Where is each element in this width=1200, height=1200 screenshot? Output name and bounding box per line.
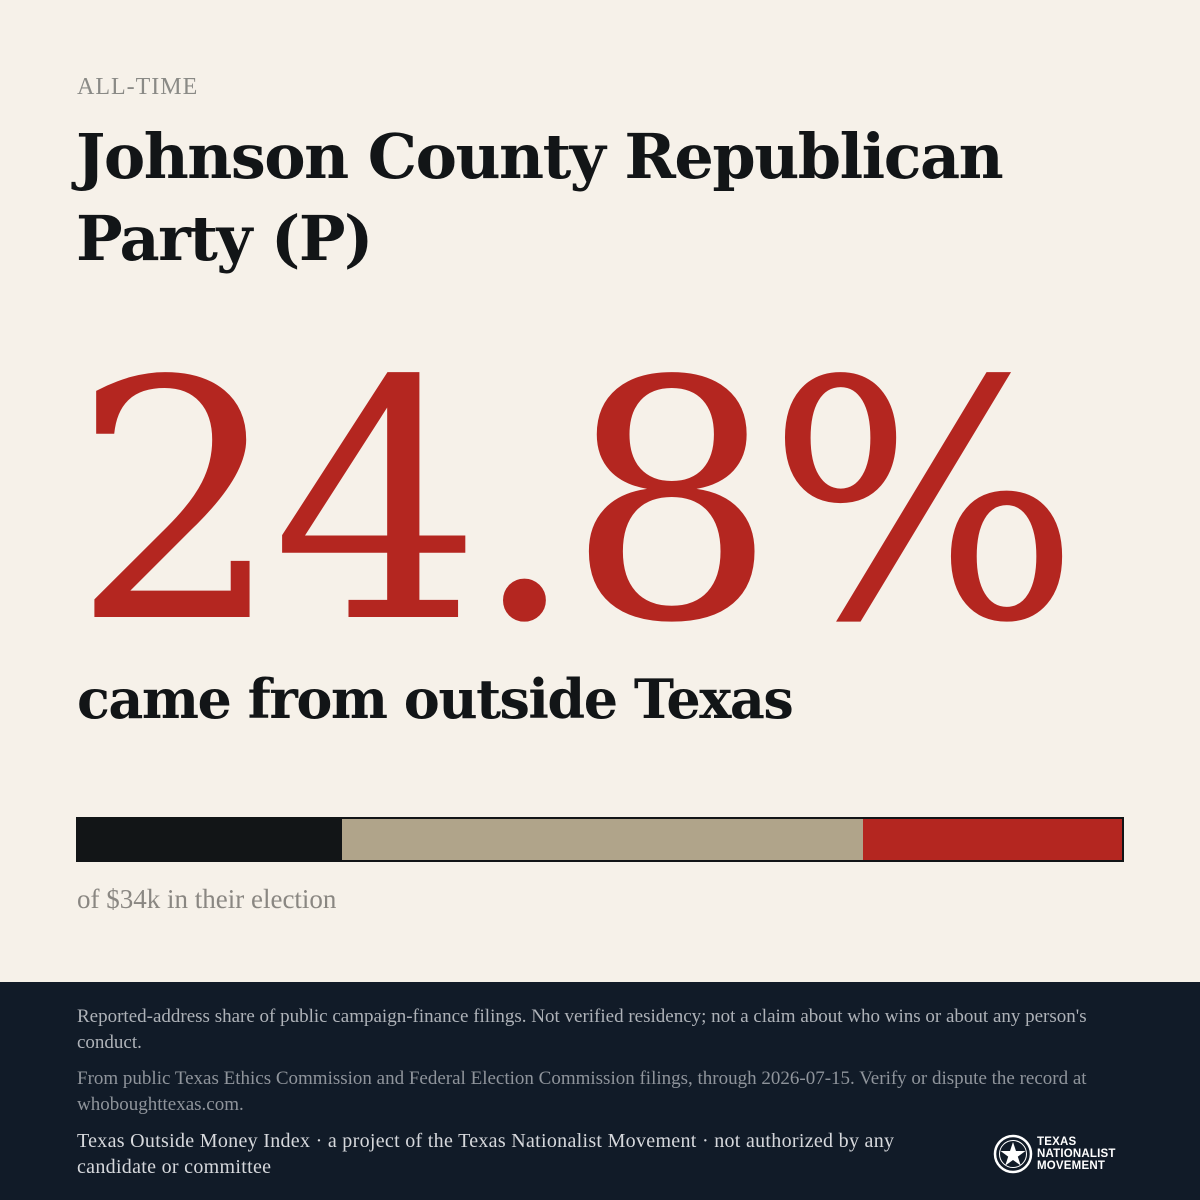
star-seal-icon: [993, 1134, 1033, 1174]
share-bar-segment-2: [342, 819, 864, 860]
period-label: ALL-TIME: [77, 74, 199, 100]
share-bar-segment-1: [78, 819, 343, 860]
total-amount-caption: of $34k in their election: [77, 884, 337, 914]
committee-title: Johnson County Republican Party (P): [76, 120, 1004, 275]
tnm-logo: TEXAS NATIONALIST MOVEMENT: [993, 1132, 1133, 1176]
disclaimer-text: Reported-address share of public campaig…: [77, 1006, 1087, 1053]
logo-line-2: NATIONALIST: [1037, 1148, 1116, 1160]
logo-line-1: TEXAS: [1037, 1136, 1077, 1148]
footer: Reported-address share of public campaig…: [0, 982, 1200, 1200]
credit-text: Texas Outside Money Index · a project of…: [77, 1130, 895, 1178]
source-text: From public Texas Ethics Commission and …: [77, 1068, 1087, 1115]
share-bar: [76, 817, 1124, 862]
outside-share-caption: came from outside Texas: [77, 667, 794, 731]
logo-wordmark: TEXAS NATIONALIST MOVEMENT: [1037, 1136, 1116, 1172]
outside-share-value: 24.8%: [72, 311, 1080, 695]
logo-line-3: MOVEMENT: [1037, 1160, 1106, 1172]
share-bar-segment-3: [863, 819, 1122, 860]
